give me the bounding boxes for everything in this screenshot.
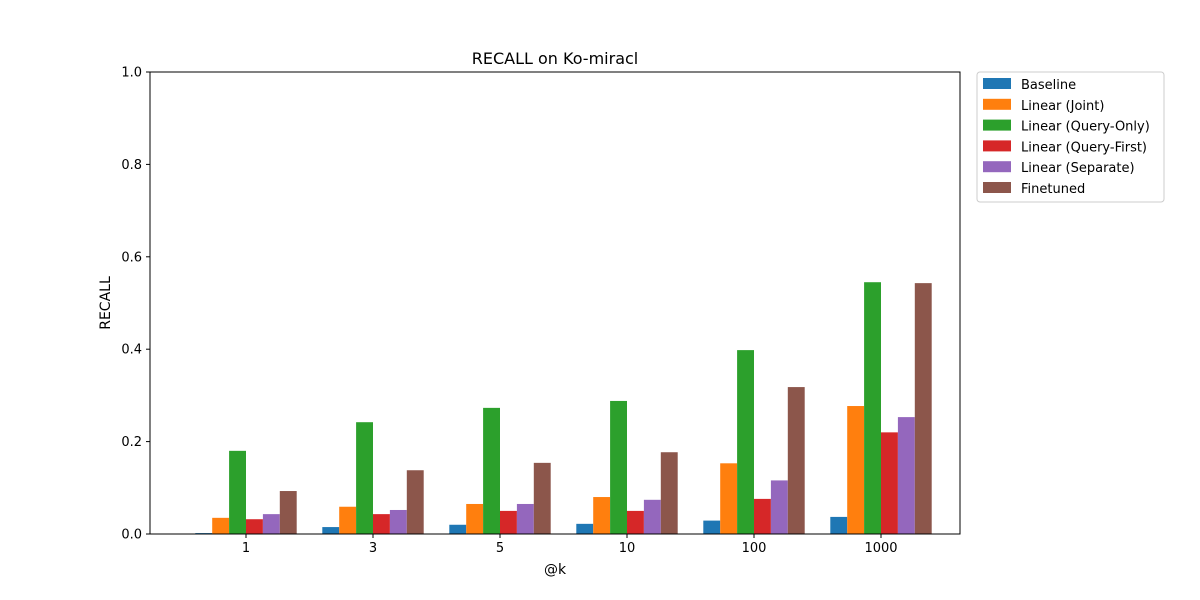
chart-title: RECALL on Ko-miracl: [472, 49, 638, 68]
bar-linear-joint-k3: [339, 506, 357, 534]
x-tick-label: 1000: [864, 541, 897, 556]
bar-linear-joint-k100: [720, 463, 738, 534]
bar-linear-query-only-k3: [356, 422, 373, 534]
legend: Baseline Linear (Joint) Linear (Query-Only…: [976, 71, 1165, 203]
y-tick-label: 1.0: [121, 66, 142, 81]
bar-baseline-k3: [322, 527, 340, 534]
y-tick-label: 0.0: [121, 528, 142, 543]
x-tick-label: 100: [742, 541, 767, 556]
bar-linear-query-first-k1000: [881, 432, 898, 534]
legend-swatch: [983, 182, 1011, 193]
x-axis: 1 3 5 10 100 1000: [242, 534, 898, 556]
bar-linear-separate-k1: [262, 514, 280, 534]
bar-linear-joint-k1: [212, 517, 230, 534]
legend-swatch: [983, 119, 1011, 131]
bar-linear-separate-k1000: [897, 417, 915, 534]
bar-baseline-k1000: [830, 516, 848, 534]
bar-finetuned-k1: [279, 491, 297, 534]
bar-linear-joint-k1000: [847, 406, 865, 534]
x-tick-label: 1: [242, 541, 250, 556]
x-tick-label: 10: [619, 541, 636, 556]
bar-finetuned-k3: [406, 470, 424, 534]
bar-linear-joint-k10: [593, 497, 611, 534]
y-tick-label: 0.4: [121, 343, 142, 358]
bar-linear-query-only-k10: [610, 400, 627, 534]
bar-finetuned-k100: [787, 387, 805, 534]
bar-linear-query-only-k5: [483, 407, 500, 534]
bar-linear-query-first-k3: [373, 514, 390, 534]
bar-baseline-k100: [703, 520, 721, 534]
x-tick-label: 5: [496, 541, 504, 556]
legend-label: Linear (Joint): [1021, 99, 1104, 114]
bar-linear-separate-k3: [389, 509, 407, 534]
bars-group: [195, 282, 932, 534]
bar-baseline-k5: [449, 524, 467, 534]
bar-linear-query-only-k1000: [864, 282, 881, 534]
bar-baseline-k10: [576, 523, 594, 534]
legend-label: Finetuned: [1021, 182, 1085, 197]
bar-linear-separate-k10: [643, 499, 661, 534]
bar-finetuned-k10: [660, 452, 678, 534]
y-tick-label: 0.6: [121, 250, 142, 265]
bar-linear-query-only-k100: [737, 350, 754, 534]
bar-linear-joint-k5: [466, 503, 484, 534]
legend-label: Linear (Query-Only): [1021, 120, 1150, 135]
y-axis-label: RECALL: [98, 276, 114, 330]
bar-finetuned-k5: [533, 462, 551, 534]
legend-swatch: [983, 78, 1011, 89]
y-tick-label: 0.8: [121, 158, 142, 173]
bar-linear-query-first-k5: [500, 510, 517, 534]
legend-label: Linear (Query-First): [1021, 140, 1147, 155]
legend-swatch: [983, 161, 1011, 173]
legend-label: Linear (Separate): [1021, 161, 1135, 176]
bar-linear-query-first-k100: [754, 498, 771, 534]
y-tick-label: 0.2: [121, 435, 142, 450]
bar-linear-separate-k100: [770, 480, 788, 534]
bar-linear-query-first-k1: [246, 519, 263, 534]
plot-frame: [149, 71, 961, 535]
y-axis: 0.0 0.2 0.4 0.6 0.8 1.0: [121, 66, 150, 543]
bar-linear-separate-k5: [516, 503, 534, 534]
bar-linear-query-only-k1: [229, 450, 246, 534]
legend-frame: [976, 71, 1165, 203]
legend-swatch: [983, 98, 1011, 110]
bar-linear-query-first-k10: [627, 510, 644, 534]
x-axis-label: @k: [544, 562, 567, 578]
legend-swatch: [983, 140, 1011, 152]
bar-finetuned-k1000: [914, 283, 932, 534]
legend-label: Baseline: [1021, 78, 1076, 93]
x-tick-label: 3: [369, 541, 377, 556]
